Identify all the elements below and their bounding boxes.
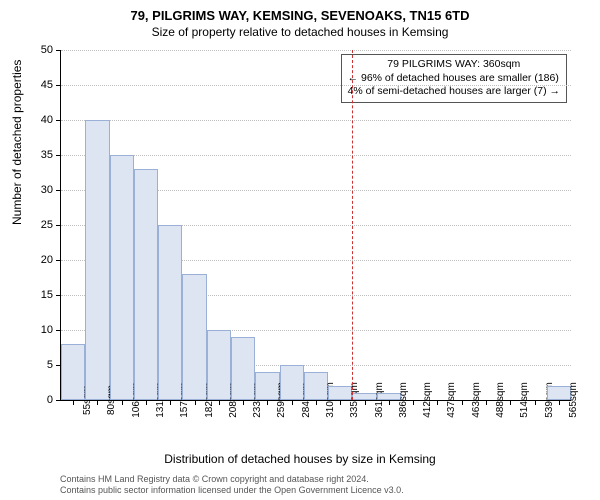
x-axis-title: Distribution of detached houses by size … [0,452,600,466]
y-tick-label: 5 [47,359,61,371]
grid-line [61,50,571,51]
histogram-bar [182,274,206,400]
x-tick-label: 565sqm [562,382,579,418]
y-tick-label: 50 [41,44,61,56]
y-tick-label: 15 [41,289,61,301]
x-tick-label: 386sqm [392,382,409,418]
x-tick [267,400,268,405]
annotation-line: 4% of semi-detached houses are larger (7… [348,85,560,99]
y-tick-label: 25 [41,219,61,231]
histogram-bar [134,169,158,400]
x-tick [243,400,244,405]
footer-line: Contains HM Land Registry data © Crown c… [60,474,404,485]
x-tick [559,400,560,405]
chart-subtitle: Size of property relative to detached ho… [0,23,600,39]
x-tick [219,400,220,405]
x-tick-label: 488sqm [489,382,506,418]
x-tick [122,400,123,405]
y-tick-label: 10 [41,324,61,336]
annotation-box: 79 PILGRIMS WAY: 360sqm ← 96% of detache… [341,54,567,103]
x-tick-label: 361sqm [368,382,385,418]
x-tick [389,400,390,405]
x-tick [510,400,511,405]
x-tick [486,400,487,405]
histogram-chart: 79, PILGRIMS WAY, KEMSING, SEVENOAKS, TN… [0,0,600,500]
y-tick-label: 35 [41,149,61,161]
histogram-bar [158,225,182,400]
chart-footer: Contains HM Land Registry data © Crown c… [60,474,404,496]
y-tick-label: 40 [41,114,61,126]
annotation-line: ← 96% of detached houses are smaller (18… [348,72,560,86]
x-tick [316,400,317,405]
grid-line [61,85,571,86]
grid-line [61,120,571,121]
y-tick-label: 0 [47,394,61,406]
x-tick [437,400,438,405]
x-tick [170,400,171,405]
histogram-bar [110,155,134,400]
y-tick-label: 30 [41,184,61,196]
x-tick-label: 412sqm [416,382,433,418]
x-tick [462,400,463,405]
x-tick [292,400,293,405]
y-tick-label: 20 [41,254,61,266]
grid-line [61,155,571,156]
x-tick-label: 514sqm [513,382,530,418]
x-tick-label: 463sqm [465,382,482,418]
footer-line: Contains public sector information licen… [60,485,404,496]
x-tick [535,400,536,405]
chart-title: 79, PILGRIMS WAY, KEMSING, SEVENOAKS, TN… [0,0,600,23]
plot-area: 79 PILGRIMS WAY: 360sqm ← 96% of detache… [60,50,571,401]
x-tick-label: 437sqm [440,382,457,418]
x-tick [146,400,147,405]
annotation-line: 79 PILGRIMS WAY: 360sqm [348,58,560,72]
x-tick [73,400,74,405]
reference-line [352,50,353,400]
x-tick [365,400,366,405]
y-tick-label: 45 [41,79,61,91]
x-tick [97,400,98,405]
histogram-bar [85,120,109,400]
x-tick [195,400,196,405]
y-axis-title: Number of detached properties [10,60,24,225]
x-tick [340,400,341,405]
x-tick [413,400,414,405]
